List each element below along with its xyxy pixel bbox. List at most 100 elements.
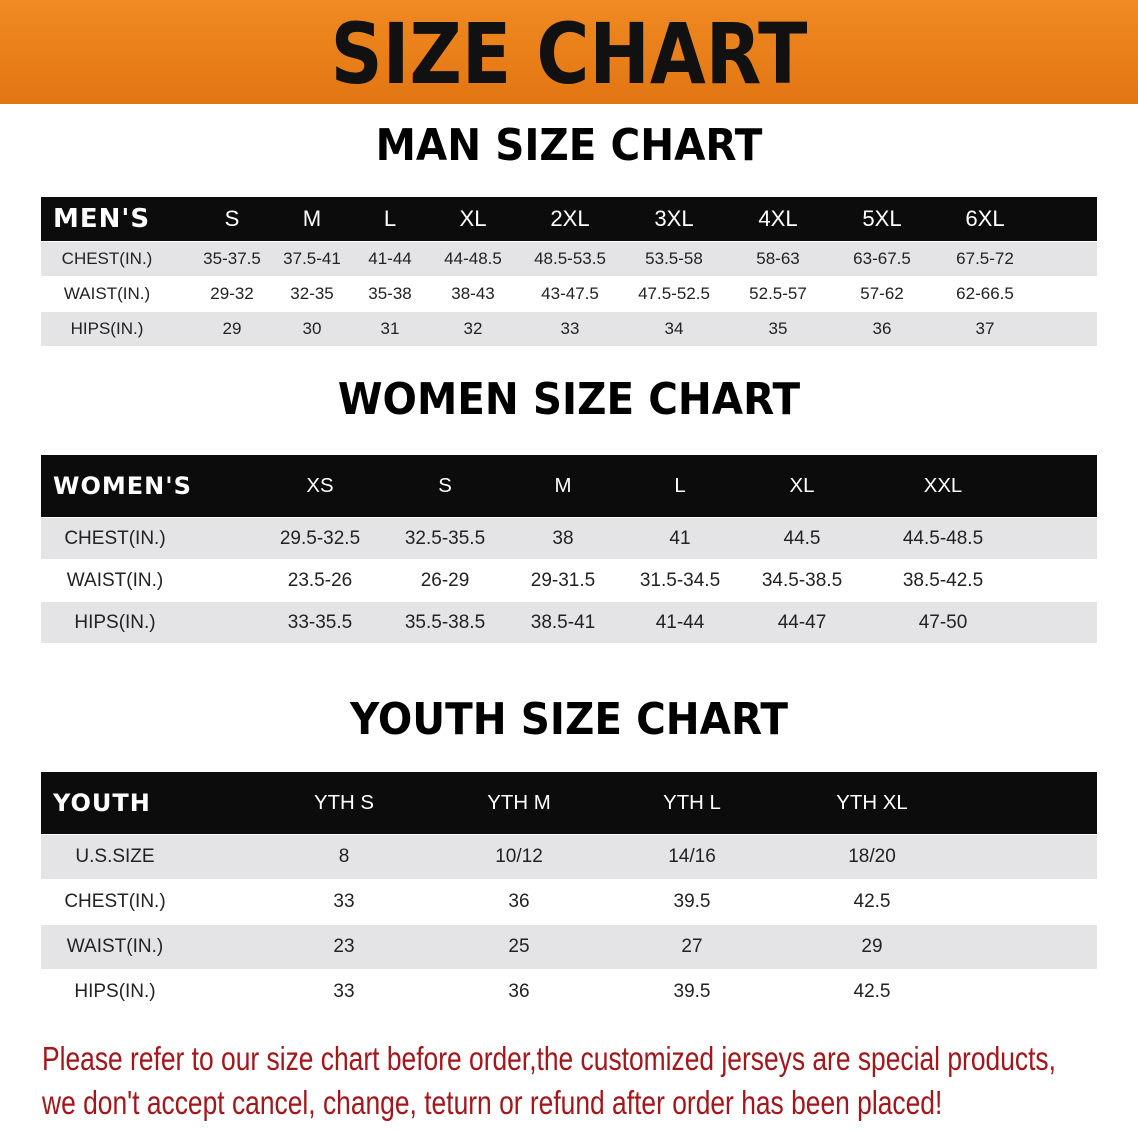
table-cell: 29 bbox=[861, 936, 883, 957]
table-cell: 10/12 bbox=[495, 846, 543, 867]
table-cell: 52.5-57 bbox=[749, 284, 807, 303]
women-section-title: WOMEN SIZE CHART bbox=[337, 374, 801, 425]
size-header: YTH XL bbox=[836, 792, 908, 814]
men-section-title: MAN SIZE CHART bbox=[375, 120, 763, 171]
size-header: XL bbox=[789, 475, 815, 497]
table-row: U.S.SIZE 8 10/12 14/16 18/20 bbox=[41, 835, 1097, 879]
size-header: M bbox=[554, 475, 572, 497]
row-label: WAIST(IN.) bbox=[63, 284, 151, 303]
size-header: L bbox=[383, 206, 397, 231]
table-cell: 38 bbox=[552, 528, 574, 549]
table-cell: 63-67.5 bbox=[853, 249, 911, 268]
table-cell: 42.5 bbox=[853, 891, 891, 912]
size-header: YTH M bbox=[487, 792, 551, 814]
size-header: 5XL bbox=[862, 206, 902, 231]
size-header: M bbox=[302, 206, 322, 231]
table-cell: 30 bbox=[302, 319, 322, 338]
table-cell: 23 bbox=[333, 936, 355, 957]
women-header-label: WOMEN'S bbox=[53, 472, 192, 500]
youth-header-label: YOUTH bbox=[53, 789, 151, 817]
table-row: CHEST(IN.) 35-37.5 37.5-41 41-44 44-48.5 48.5… bbox=[41, 242, 1097, 276]
table-cell: 35-37.5 bbox=[203, 249, 261, 268]
table-cell: 41 bbox=[669, 528, 691, 549]
table-cell: 27 bbox=[681, 936, 703, 957]
table-cell: 48.5-53.5 bbox=[534, 249, 606, 268]
table-row: CHEST(IN.) 29.5-32.5 32.5-35.5 38 41 44.5 44.5… bbox=[41, 518, 1097, 559]
size-header: L bbox=[674, 475, 686, 497]
table-cell: 14/16 bbox=[668, 846, 716, 867]
row-label: CHEST(IN.) bbox=[64, 891, 166, 912]
row-label: WAIST(IN.) bbox=[66, 570, 164, 591]
table-cell: 37 bbox=[975, 319, 995, 338]
table-cell: 32 bbox=[463, 319, 483, 338]
table-row: HIPS(IN.) 33 36 39.5 42.5 bbox=[41, 970, 1097, 1014]
table-cell: 53.5-58 bbox=[645, 249, 703, 268]
table-cell: 38-43 bbox=[451, 284, 495, 303]
row-label: HIPS(IN.) bbox=[70, 319, 144, 338]
table-cell: 44.5 bbox=[783, 528, 821, 549]
table-row: WAIST(IN.) 23 25 27 29 bbox=[41, 925, 1097, 969]
row-label: HIPS(IN.) bbox=[74, 981, 156, 1002]
table-row: HIPS(IN.) 29 30 31 32 33 34 35 36 37 bbox=[41, 312, 1097, 346]
table-cell: 33-35.5 bbox=[287, 612, 353, 633]
size-header: 2XL bbox=[550, 206, 590, 231]
table-cell: 36 bbox=[508, 891, 530, 912]
youth-section-title: YOUTH SIZE CHART bbox=[350, 694, 788, 745]
notice-line-2: we don't accept cancel, change, teturn o… bbox=[42, 1084, 943, 1121]
row-label: CHEST(IN.) bbox=[61, 249, 153, 268]
women-size-table: WOMEN'S XS S M L XL XXL CHEST(IN.) 29.5-32.5 32.5… bbox=[41, 455, 1097, 645]
table-cell: 38.5-41 bbox=[530, 612, 596, 633]
row-label: CHEST(IN.) bbox=[64, 528, 166, 549]
table-cell: 33 bbox=[333, 891, 355, 912]
table-cell: 36 bbox=[872, 319, 892, 338]
table-cell: 35 bbox=[768, 319, 788, 338]
table-cell: 44-47 bbox=[777, 612, 827, 633]
table-cell: 33 bbox=[333, 981, 355, 1002]
table-cell: 67.5-72 bbox=[956, 249, 1014, 268]
youth-size-table: YOUTH YTH S YTH M YTH L YTH XL U.S.SIZE 8 10/12… bbox=[41, 772, 1097, 1016]
table-cell: 32.5-35.5 bbox=[404, 528, 486, 549]
banner-title: SIZE CHART bbox=[330, 5, 808, 103]
table-row: CHEST(IN.) 33 36 39.5 42.5 bbox=[41, 880, 1097, 924]
table-cell: 44.5-48.5 bbox=[902, 528, 984, 549]
table-cell: 39.5 bbox=[673, 891, 711, 912]
row-label: HIPS(IN.) bbox=[74, 612, 156, 633]
table-cell: 34 bbox=[664, 319, 684, 338]
table-cell: 26-29 bbox=[420, 570, 470, 591]
table-cell: 44-48.5 bbox=[444, 249, 502, 268]
men-table-header: MEN'S S M L XL 2XL 3XL 4XL 5XL 6XL bbox=[41, 197, 1097, 241]
table-cell: 29.5-32.5 bbox=[279, 528, 361, 549]
table-cell: 47.5-52.5 bbox=[638, 284, 710, 303]
table-cell: 41-44 bbox=[655, 612, 705, 633]
men-size-table: MEN'S S M L XL 2XL 3XL 4XL 5XL 6XL CHEST(IN.) 35-37… bbox=[41, 197, 1097, 346]
table-cell: 38.5-42.5 bbox=[902, 570, 984, 591]
youth-table-header: YOUTH YTH S YTH M YTH L YTH XL bbox=[41, 772, 1097, 834]
size-header: 6XL bbox=[965, 206, 1005, 231]
table-cell: 33 bbox=[560, 319, 580, 338]
table-cell: 32-35 bbox=[290, 284, 334, 303]
size-header: XS bbox=[306, 475, 334, 497]
table-cell: 41-44 bbox=[368, 249, 412, 268]
table-cell: 18/20 bbox=[848, 846, 896, 867]
size-header: XXL bbox=[923, 475, 963, 497]
table-cell: 62-66.5 bbox=[956, 284, 1014, 303]
table-cell: 31.5-34.5 bbox=[639, 570, 721, 591]
table-cell: 36 bbox=[508, 981, 530, 1002]
size-header: YTH S bbox=[313, 792, 375, 814]
women-table-header: WOMEN'S XS S M L XL XXL bbox=[41, 455, 1097, 517]
table-cell: 29-31.5 bbox=[530, 570, 596, 591]
table-cell: 47-50 bbox=[918, 612, 968, 633]
table-cell: 35.5-38.5 bbox=[404, 612, 486, 633]
notice-line-1: Please refer to our size chart before or… bbox=[42, 1040, 1056, 1077]
table-cell: 39.5 bbox=[673, 981, 711, 1002]
table-cell: 43-47.5 bbox=[541, 284, 599, 303]
row-label: U.S.SIZE bbox=[75, 846, 155, 867]
table-cell: 23.5-26 bbox=[287, 570, 353, 591]
row-label: WAIST(IN.) bbox=[66, 936, 164, 957]
table-cell: 8 bbox=[338, 846, 350, 867]
size-header: XL bbox=[459, 206, 487, 231]
size-header: 3XL bbox=[654, 206, 694, 231]
table-cell: 35-38 bbox=[368, 284, 412, 303]
size-header: S bbox=[438, 475, 452, 497]
size-header: 4XL bbox=[758, 206, 798, 231]
